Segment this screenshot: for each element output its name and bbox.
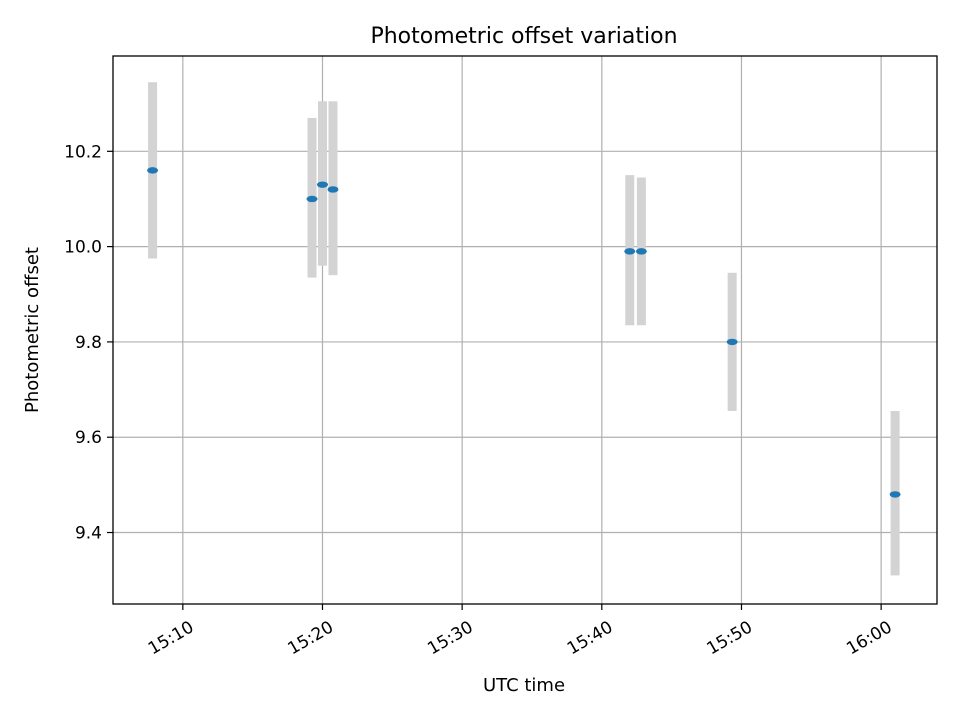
data-point (624, 248, 636, 255)
x-tick-label: 15:30 (424, 617, 476, 659)
y-tick-label: 9.6 (75, 428, 102, 448)
y-tick-label: 9.4 (75, 524, 102, 544)
data-points (147, 167, 901, 498)
data-point (635, 248, 647, 255)
x-tick-label: 15:40 (564, 617, 616, 659)
x-axis-label: UTC time (483, 675, 565, 696)
plot-frame (112, 55, 938, 605)
x-tick-label: 15:50 (704, 617, 756, 659)
x-axis-ticks: 15:10 15:20 15:30 15:40 15:50 16:00 (145, 604, 896, 659)
data-point (327, 186, 339, 193)
data-point (726, 338, 738, 346)
data-point (147, 167, 159, 174)
y-tick-label: 9.8 (75, 333, 102, 353)
y-axis-ticks: 9.4 9.6 9.8 10.0 10.2 (64, 142, 113, 544)
x-tick-label: 15:10 (145, 617, 197, 659)
data-point (889, 491, 901, 498)
error-bars (148, 82, 900, 576)
y-axis-label: Photometric offset (22, 247, 43, 413)
data-point (316, 181, 328, 188)
data-point (306, 195, 318, 203)
x-tick-label: 15:20 (285, 617, 337, 659)
x-tick-label: 16:00 (843, 617, 895, 659)
y-tick-label: 10.2 (64, 142, 102, 162)
grid (113, 56, 937, 604)
y-tick-label: 10.0 (64, 238, 102, 258)
chart-title: Photometric offset variation (370, 24, 677, 49)
